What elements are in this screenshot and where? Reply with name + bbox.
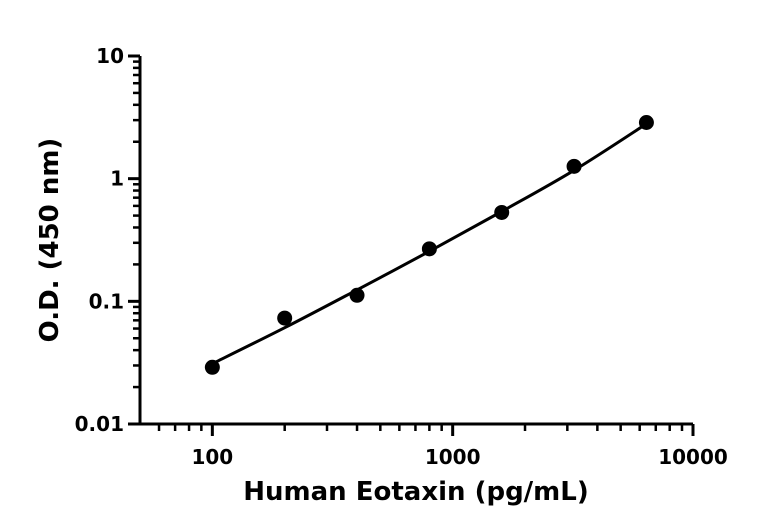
axes: 100 1000 10000 0.01 0.1 1 10 <box>75 44 728 469</box>
data-point <box>421 241 437 257</box>
x-tick-label: 10000 <box>658 445 728 469</box>
y-tick-label: 1 <box>110 167 124 191</box>
x-tick-label: 100 <box>191 445 233 469</box>
x-axis-title: Human Eotaxin (pg/mL) <box>243 477 588 507</box>
y-tick-label: 0.1 <box>89 289 124 313</box>
data-points-group <box>204 114 654 375</box>
data-point <box>566 158 582 174</box>
y-tick-label: 10 <box>96 44 124 68</box>
y-tick-label: 0.01 <box>75 412 124 436</box>
data-point <box>638 114 654 130</box>
data-point <box>277 310 293 326</box>
y-axis-title: O.D. (450 nm) <box>35 138 65 343</box>
data-point <box>204 359 220 375</box>
data-point <box>494 204 510 220</box>
x-tick-label: 1000 <box>425 445 481 469</box>
data-point <box>349 287 365 303</box>
